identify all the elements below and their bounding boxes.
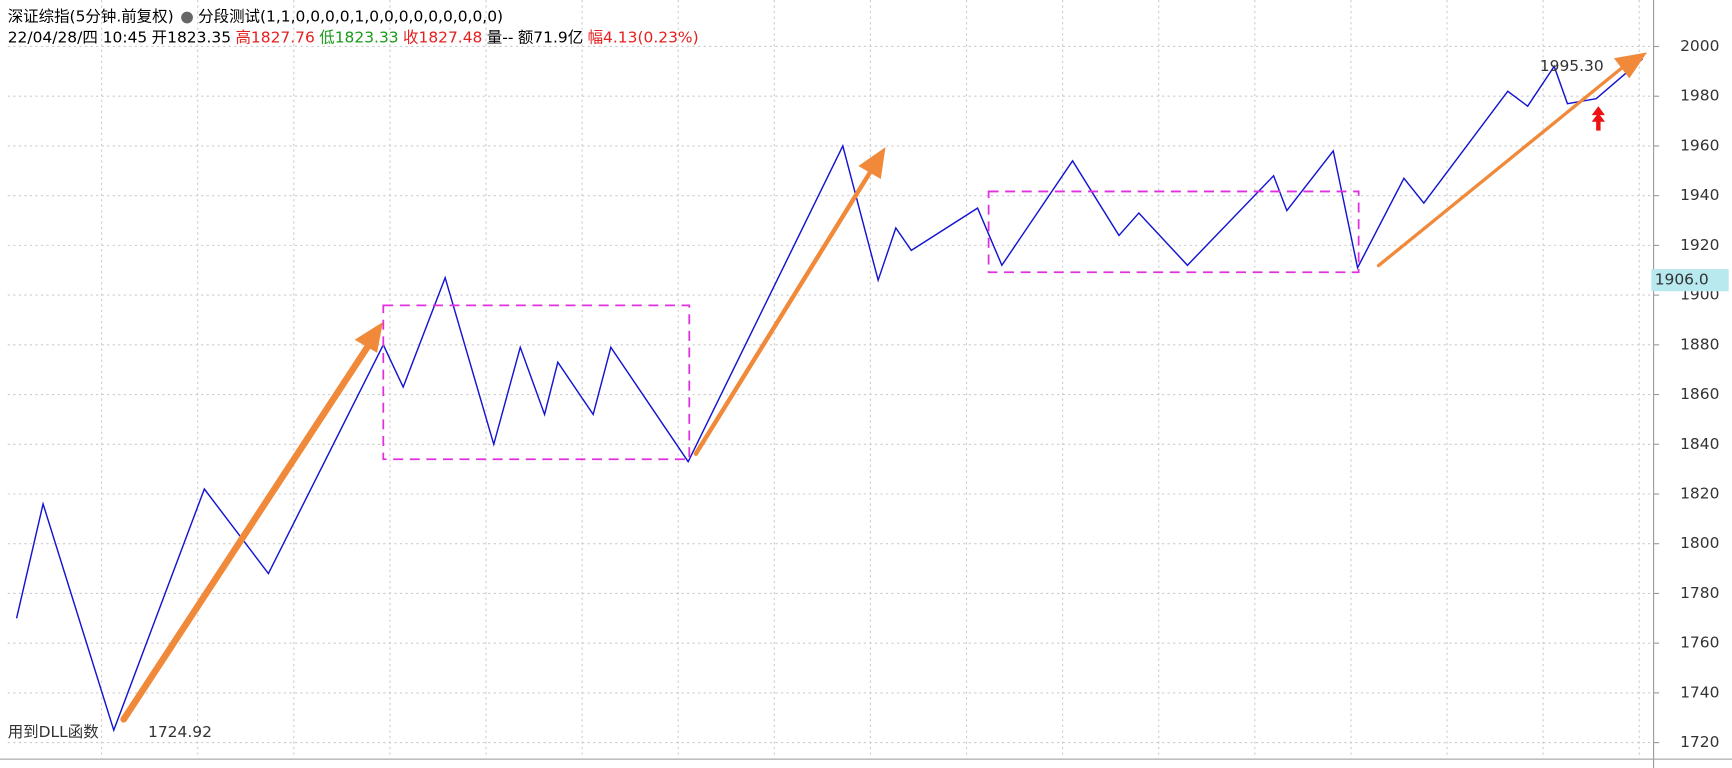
dot: ● (180, 7, 193, 25)
low: 低1823.33 (319, 28, 398, 46)
arrow-head (354, 321, 383, 353)
y-tick-label: 1820 (1680, 484, 1719, 502)
y-tick-label: 1880 (1680, 335, 1719, 353)
signal-arrow (1591, 106, 1605, 131)
y-tick-label: 1840 (1680, 435, 1719, 453)
low-note: 用到DLL函数 (8, 723, 99, 741)
indicator: 分段测试(1,1,0,0,0,0,1,0,0,0,0,0,0,0,0,0) (198, 7, 503, 25)
range-box (987, 190, 1360, 274)
close: 收1827.48 (403, 28, 482, 46)
volume: 量-- (487, 28, 514, 46)
open: 开1823.35 (152, 28, 231, 46)
y-tick-label: 1780 (1680, 584, 1719, 602)
y-tick-label: 1980 (1680, 87, 1719, 105)
y-tick-label: 1960 (1680, 136, 1719, 154)
arrow-head (1613, 52, 1648, 79)
low-label: 1724.92 (148, 723, 212, 741)
amount: 额71.9亿 (518, 28, 583, 46)
y-tick-label: 1940 (1680, 186, 1719, 204)
high: 高1827.76 (235, 28, 314, 46)
y-tick-label: 2000 (1680, 37, 1719, 55)
y-tick-label: 1720 (1680, 733, 1719, 751)
y-tick-label: 1800 (1680, 534, 1719, 552)
y-tick-label: 1740 (1680, 683, 1719, 701)
zigzag-line (15, 58, 1644, 733)
trend-arrow (1376, 64, 1626, 268)
trend-arrow (693, 165, 875, 456)
change: 幅4.13(0.23%) (588, 28, 699, 46)
range-box (382, 304, 691, 461)
trend-arrows (120, 52, 1648, 723)
datetime: 22/04/28/四 10:45 (8, 28, 148, 46)
header-info: 22/04/28/四 10:45 开1823.35 高1827.76 低1823.33… (8, 28, 699, 46)
y-tick-label: 1860 (1680, 385, 1719, 403)
title: 深证综指(5分钟.前复权) (8, 7, 174, 25)
header-title: 深证综指(5分钟.前复权) ● 分段测试(1,1,0,0,0,0,1,0,0,0,0… (8, 7, 503, 25)
current-price-label: 1906.0 (1655, 271, 1709, 289)
current-price-box (1651, 269, 1729, 292)
arrow-head (858, 147, 886, 180)
y-tick-label: 1920 (1680, 236, 1719, 254)
trend-arrow (120, 339, 374, 723)
y-tick-label: 1760 (1680, 634, 1719, 652)
high-label: 1995.30 (1540, 57, 1604, 75)
